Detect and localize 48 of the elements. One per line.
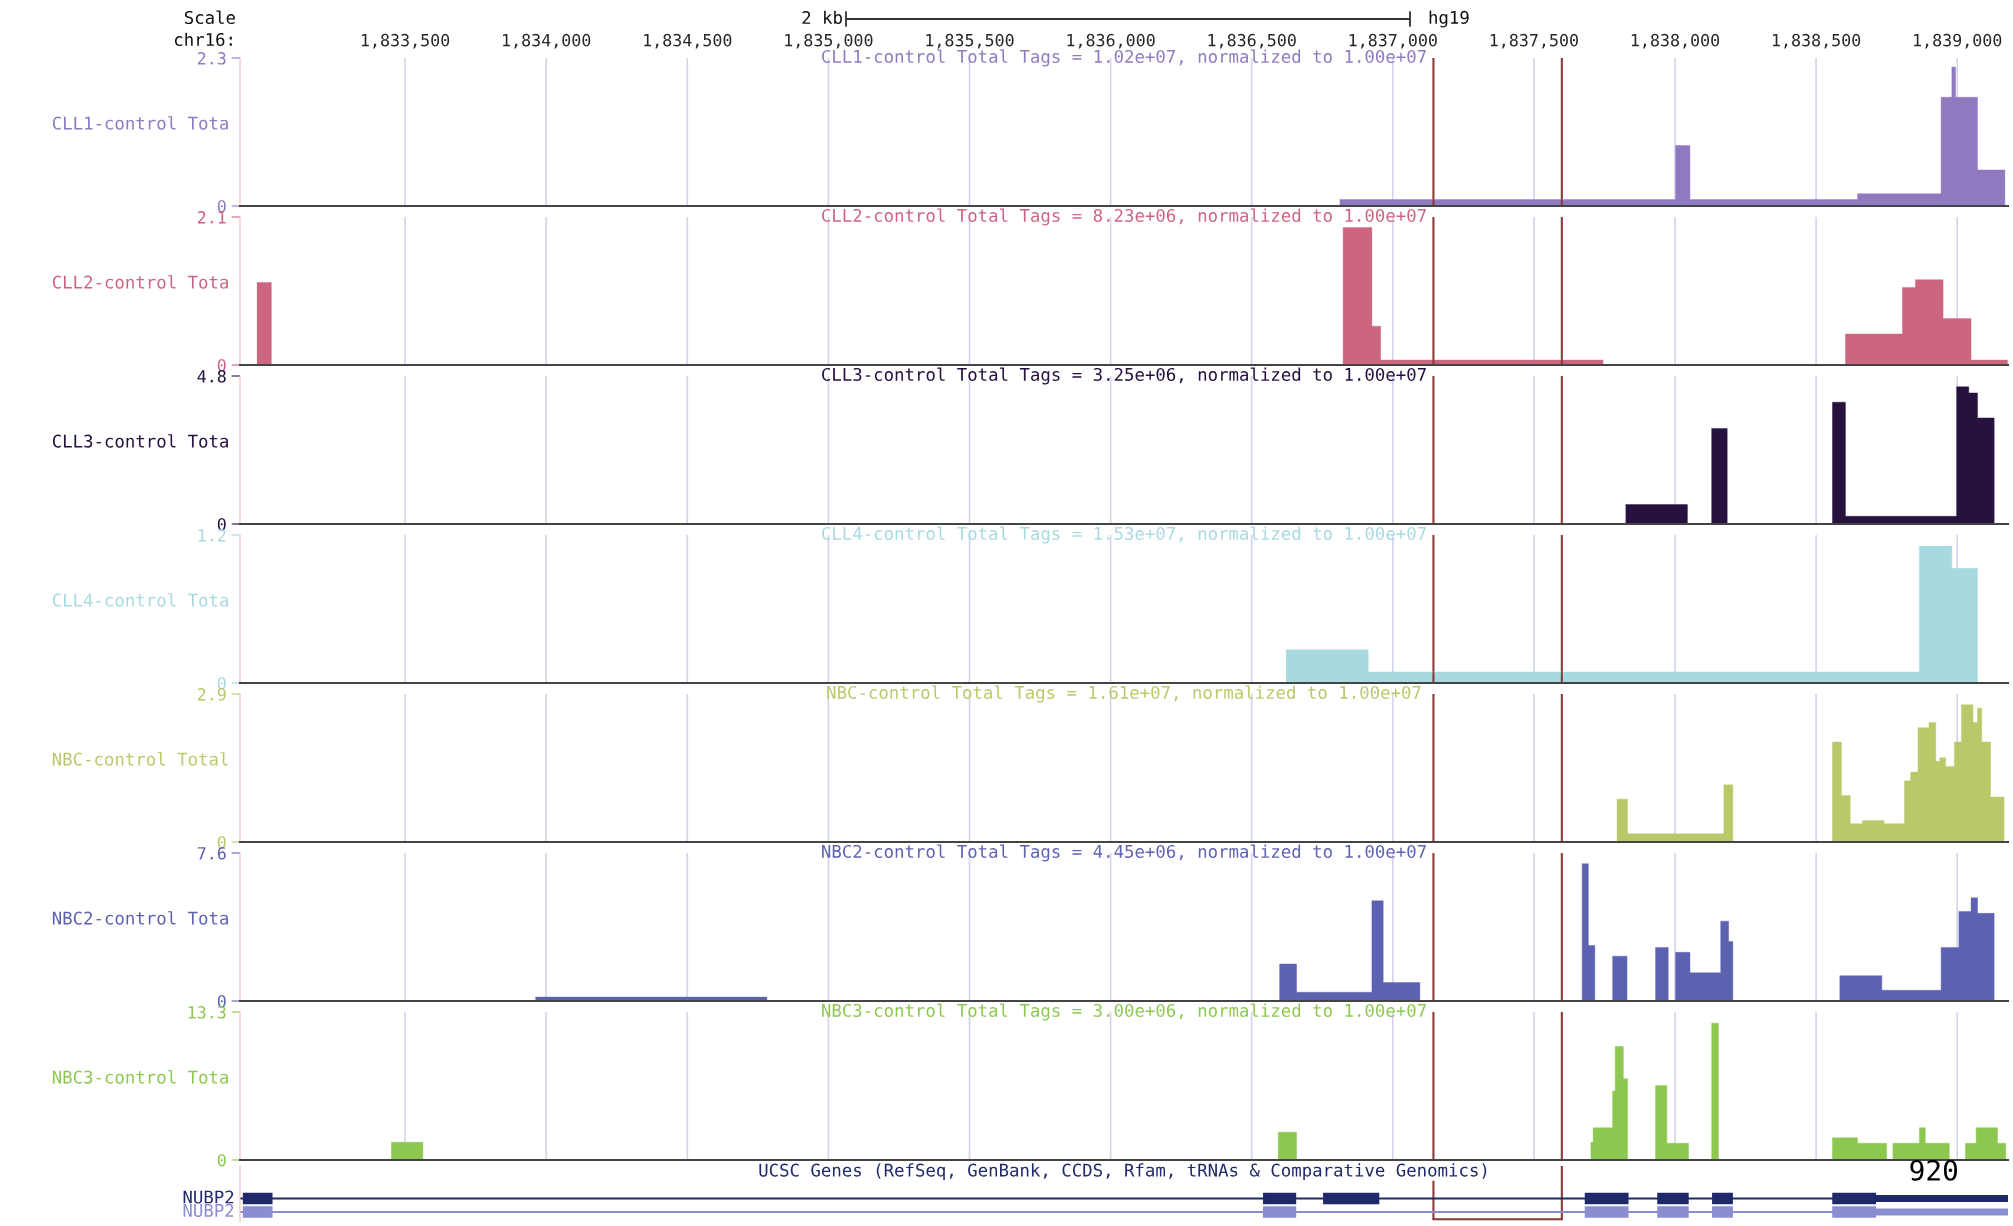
- y-tick-label: 7.6: [197, 847, 226, 860]
- y-tick-label: 0: [217, 836, 226, 849]
- y-tick-label: 2.9: [197, 688, 226, 701]
- y-tick-label: 0: [217, 359, 226, 372]
- y-axis-title: NBC2-control Tota: [52, 911, 228, 925]
- y-tick-label: 0: [217, 200, 226, 213]
- y-tick-label: 0: [217, 1154, 226, 1167]
- x-tick-label: 1,833,500: [361, 33, 450, 49]
- y-axis-title: CLL3-control Tota: [52, 434, 228, 448]
- text: 2 kb: [802, 10, 842, 25]
- x-tick-label: 1,836,500: [1208, 33, 1296, 49]
- y-tick-label: 1.2: [198, 529, 226, 542]
- y-axis-title: CLL2-control Tota: [52, 275, 228, 289]
- x-tick-label: 1,834,500: [644, 33, 732, 49]
- x-tick-label: 1,838,500: [1772, 33, 1861, 49]
- chart-title: CLL1-control Total Tags = 1.02e+07, normalized to 1.00e+07: [822, 49, 1426, 67]
- annotation: 920: [1910, 1159, 1958, 1181]
- x-tick-label: 1,837,000: [1349, 33, 1437, 49]
- text: NUBP2: [183, 1203, 234, 1217]
- chart-title: CLL4-control Total Tags = 1.53e+07, normalized to 1.00e+07: [822, 526, 1426, 544]
- y-axis-title: NBC3-control Tota: [52, 1070, 228, 1084]
- x-tick-label: 1,834,000: [503, 33, 591, 49]
- x-tick-label: 1,835,500: [926, 33, 1014, 49]
- chart-title: NBC-control Total Tags = 1.61e+07, normalized to 1.00e+07: [827, 685, 1421, 703]
- chart-title: NBC2-control Total Tags = 4.45e+06, normalized to 1.00e+07: [822, 844, 1426, 862]
- text: UCSC Genes (RefSeq, GenBank, CCDS, Rfam, tRNAs & Comparative Genomics): [759, 1163, 1487, 1181]
- text: Scale: [184, 10, 235, 25]
- y-tick-label: 0: [217, 677, 226, 690]
- y-axis-title: NBC-control Total: [52, 752, 228, 766]
- y-axis-title: CLL1-control Tota: [52, 116, 228, 130]
- x-tick-label: 1,836,000: [1067, 33, 1155, 49]
- x-tick-label: 1,837,500: [1490, 33, 1578, 49]
- chart-title: CLL2-control Total Tags = 8.23e+06, normalized to 1.00e+07: [822, 208, 1426, 226]
- text: hg19: [1429, 10, 1469, 28]
- y-tick-label: 0: [217, 518, 226, 531]
- x-tick-label: 1,835,000: [785, 33, 873, 49]
- y-tick-label: 0: [217, 995, 226, 1008]
- chart-title: CLL3-control Total Tags = 3.25e+06, normalized to 1.00e+07: [822, 367, 1426, 385]
- x-tick-label: 1,838,000: [1631, 33, 1720, 49]
- text: chr16:: [174, 32, 232, 47]
- y-tick-label: 13.3: [188, 1006, 226, 1019]
- chart-title: NBC3-control Total Tags = 3.00e+06, normalized to 1.00e+07: [822, 1003, 1426, 1021]
- x-tick-label: 1,839,000: [1914, 33, 2002, 49]
- y-tick-label: 2.3: [197, 52, 226, 65]
- y-axis-title: CLL4-control Tota: [52, 593, 228, 607]
- text: NUBP2: [183, 1190, 234, 1204]
- y-tick-label: 4.8: [197, 370, 226, 383]
- y-tick-label: 2.1: [197, 211, 226, 224]
